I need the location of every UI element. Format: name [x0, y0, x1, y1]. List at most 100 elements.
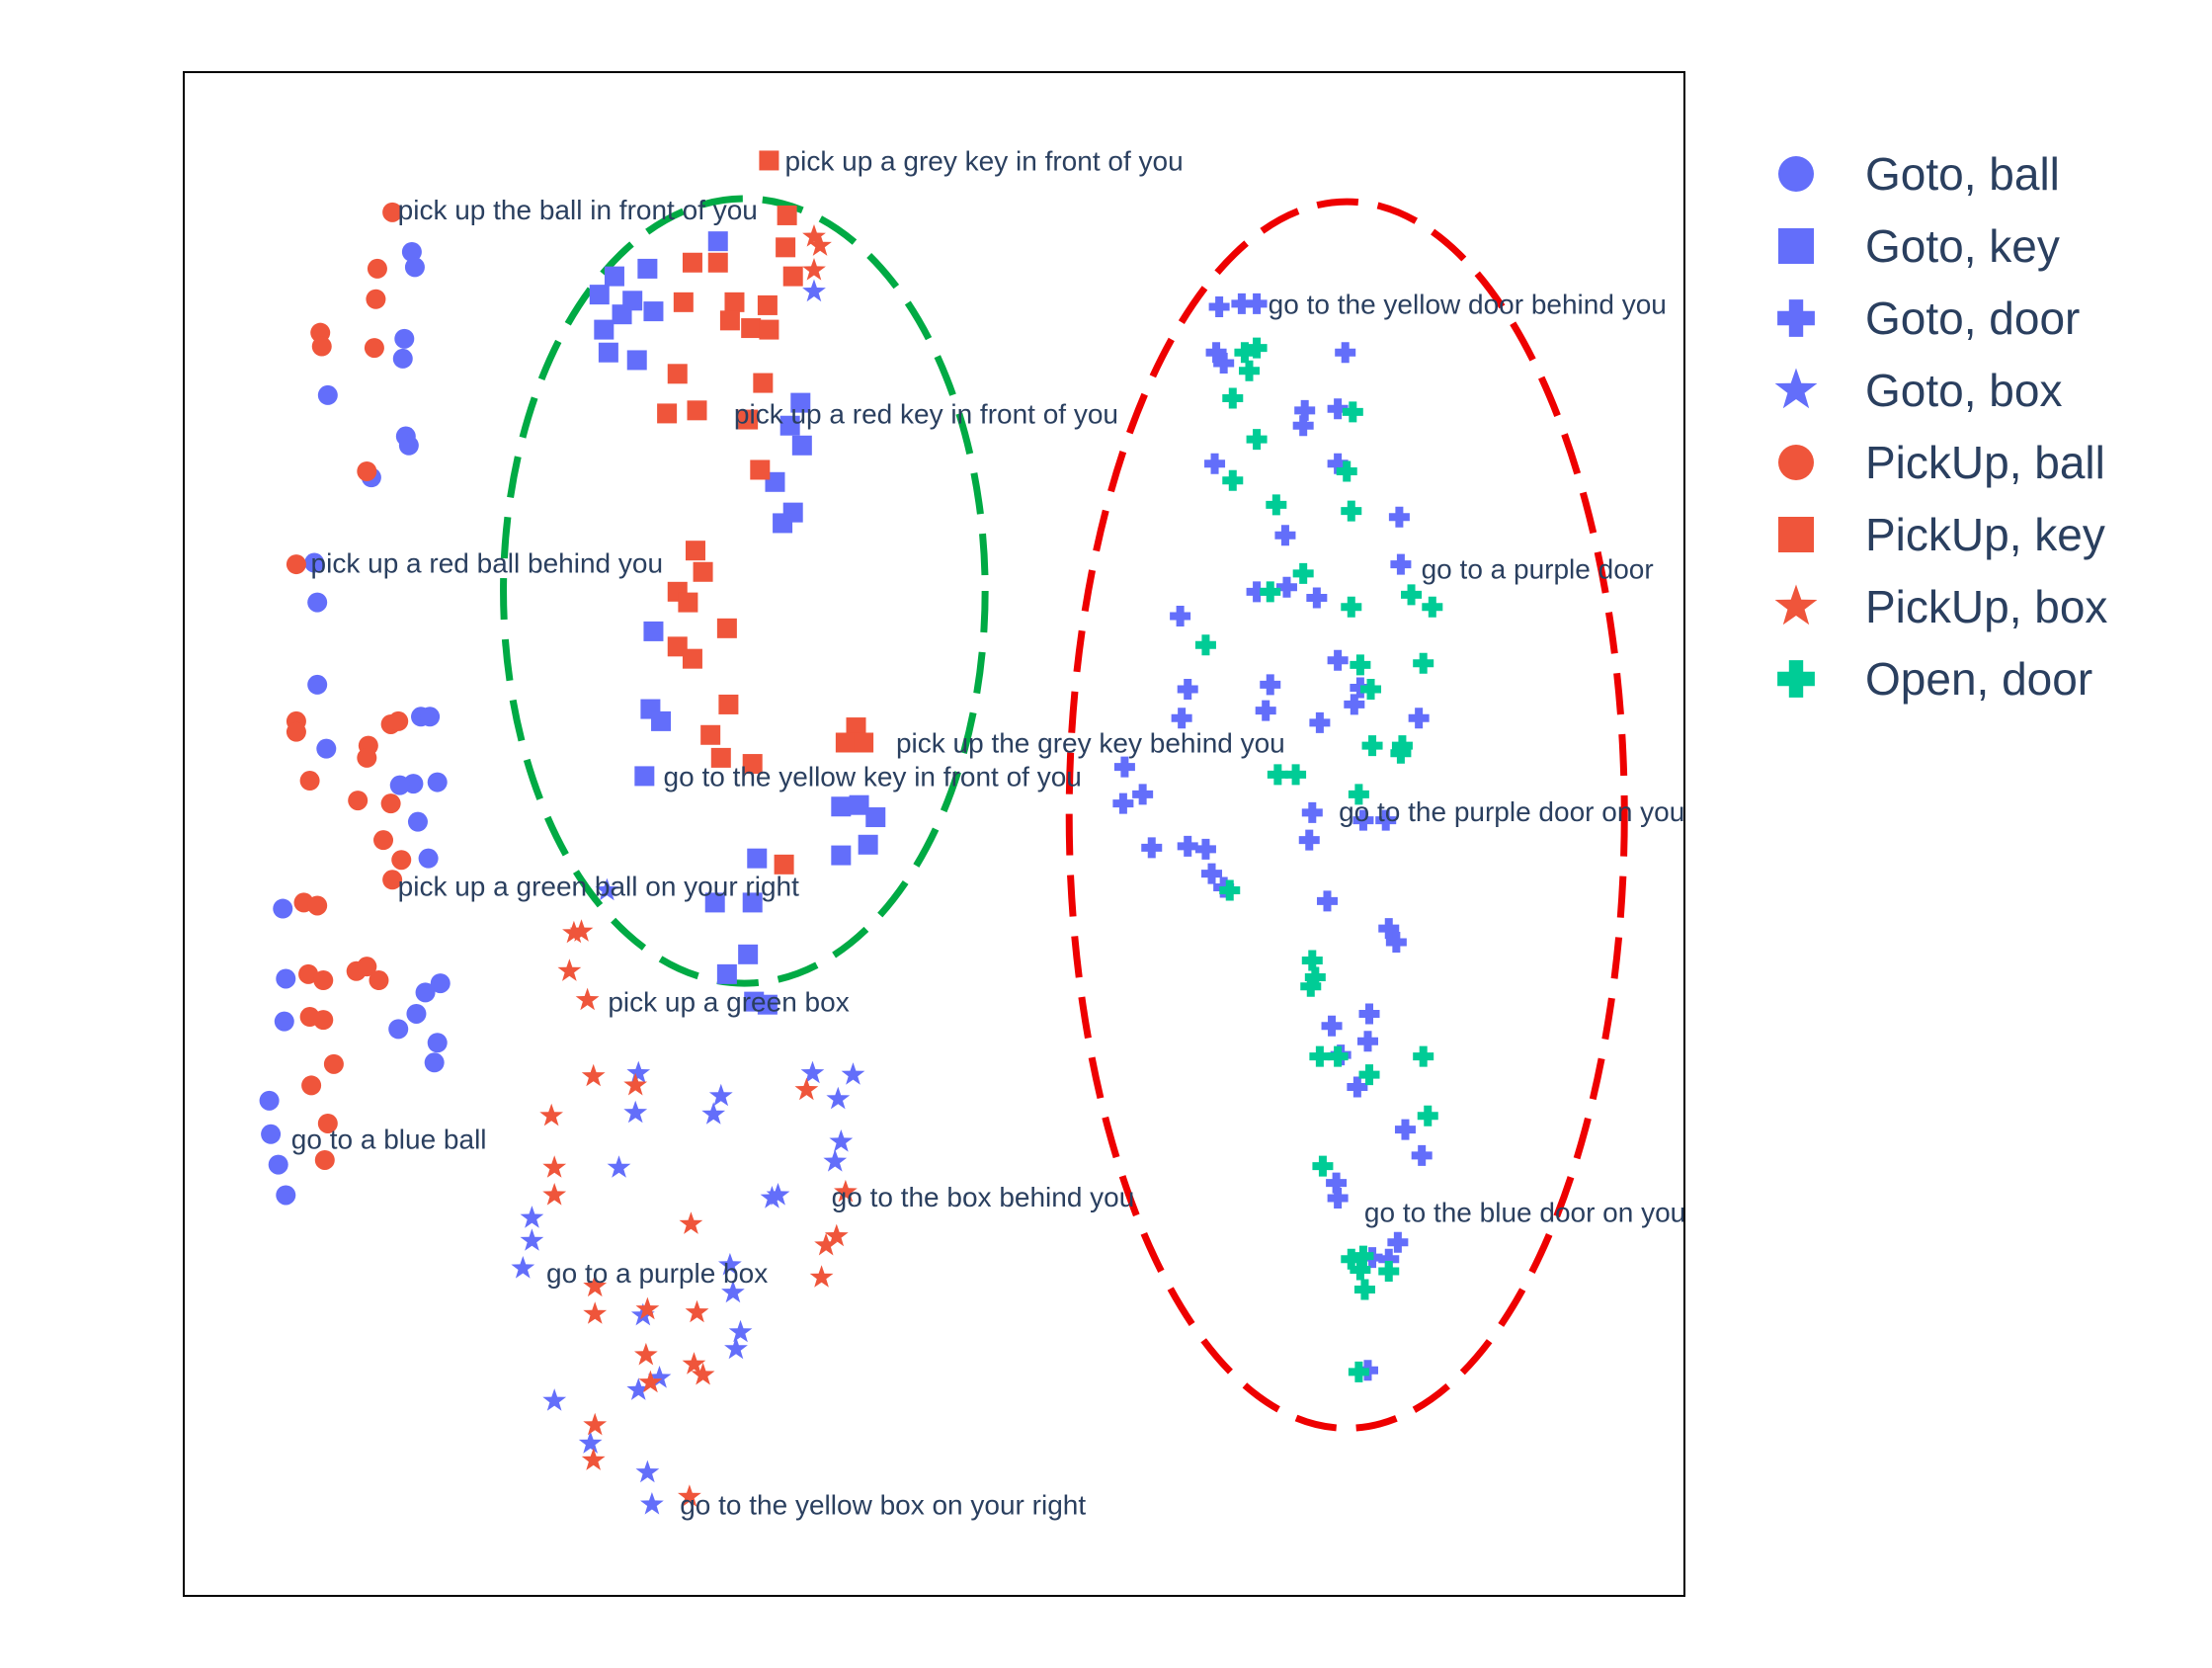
data-point-goto-box [511, 1256, 535, 1279]
legend-label: PickUp, key [1865, 509, 2105, 560]
data-point-pickup-key [718, 694, 739, 714]
data-point-goto-key [594, 319, 614, 340]
data-point-pickup-ball [357, 957, 377, 977]
data-point-goto-door [1347, 1076, 1368, 1098]
data-point-pickup-box [679, 1211, 703, 1234]
data-point-goto-door [1294, 399, 1316, 421]
legend[interactable]: Goto, ball Goto, key Goto, door Goto, box Pi… [1774, 148, 2108, 705]
data-point-open-door [1352, 1245, 1374, 1267]
data-point-open-door [1350, 1259, 1371, 1281]
data-point-goto-door [1112, 792, 1134, 814]
data-point-goto-ball [273, 898, 293, 919]
data-point-goto-key [626, 350, 647, 371]
point-annotation: go to a purple door [1422, 554, 1654, 585]
data-point-pickup-box [557, 959, 582, 981]
data-point-goto-door [1301, 801, 1323, 823]
legend-item-goto-door[interactable]: Goto, door [1777, 292, 2080, 344]
data-point-pickup-key [700, 724, 721, 745]
data-point-goto-key [849, 794, 869, 815]
data-point-pickup-ball [299, 771, 320, 792]
data-point-pickup-box [562, 920, 586, 944]
data-point-goto-door [1321, 1015, 1343, 1037]
data-point-open-door [1222, 387, 1244, 409]
legend-item-goto-key[interactable]: Goto, key [1778, 220, 2060, 272]
data-point-goto-door [1350, 677, 1371, 699]
data-point-goto-door [1327, 453, 1349, 474]
data-point-goto-door [1335, 342, 1356, 364]
data-point-goto-door [1201, 863, 1223, 884]
data-point-pickup-key [685, 541, 705, 561]
data-point-pickup-ball [311, 336, 332, 357]
data-point-goto-box [766, 1183, 790, 1206]
data-point-pickup-box [581, 1063, 606, 1087]
data-point-open-door [1266, 494, 1287, 516]
data-point-pickup-key [667, 636, 688, 657]
point-annotation: go to the yellow box on your right [680, 1489, 1086, 1520]
data-point-goto-key [707, 231, 728, 252]
data-point-pickup-ball [298, 963, 319, 984]
data-point-goto-key [831, 796, 852, 817]
legend-item-goto-box[interactable]: Goto, box [1774, 365, 2063, 416]
legend-item-open-door[interactable]: Open, door [1777, 653, 2092, 705]
data-point-goto-key [637, 258, 658, 279]
data-point-goto-ball [392, 348, 413, 369]
point-annotation: pick up the ball in front of you [398, 195, 758, 225]
data-point-pickup-key [846, 717, 866, 738]
data-point-goto-door [1306, 587, 1328, 609]
data-point-goto-ball [276, 968, 296, 989]
legend-item-goto-ball[interactable]: Goto, ball [1778, 148, 2060, 200]
data-point-goto-door [1408, 708, 1430, 729]
legend-marker-circle-icon [1778, 445, 1814, 480]
data-point-goto-box [718, 1252, 742, 1276]
legend-item-pickup-ball[interactable]: PickUp, ball [1778, 437, 2105, 488]
data-point-goto-door [1274, 525, 1296, 546]
data-point-goto-door [1208, 295, 1230, 317]
data-point-open-door [1342, 401, 1363, 423]
data-point-pickup-box [678, 1484, 701, 1507]
data-point-goto-door [1358, 1003, 1380, 1025]
data-point-goto-ball [415, 982, 436, 1003]
point-annotation: go to the box behind you [832, 1182, 1135, 1212]
data-point-goto-box [595, 877, 619, 901]
data-point-pickup-ball [369, 970, 389, 991]
data-point-goto-key [831, 845, 852, 866]
data-point-goto-box [841, 1062, 865, 1085]
point-annotation: go to the yellow door behind you [1269, 289, 1667, 319]
legend-item-pickup-key[interactable]: PickUp, key [1778, 509, 2105, 560]
point-annotation: go to the blue door on your right [1364, 1197, 1757, 1227]
data-point-pickup-key [759, 319, 779, 340]
point-annotation: go to the purple door on your right [1339, 796, 1756, 827]
data-point-goto-box [728, 1319, 753, 1343]
data-point-goto-door [1246, 292, 1268, 314]
data-point-goto-door [1390, 553, 1412, 575]
data-point-goto-door [1204, 453, 1226, 474]
data-point-goto-ball [418, 848, 439, 869]
data-point-pickup-box [635, 1296, 660, 1320]
data-point-pickup-ball [388, 710, 409, 731]
data-point-open-door [1246, 337, 1268, 359]
legend-item-pickup-box[interactable]: PickUp, box [1774, 581, 2108, 632]
data-point-open-door [1260, 581, 1281, 603]
legend-marker-cross-icon [1777, 299, 1815, 337]
data-point-pickup-ball [314, 1149, 335, 1170]
point-annotation: go to a blue ball [291, 1124, 487, 1154]
data-markers [259, 150, 1443, 1515]
legend-marker-star-icon [1774, 368, 1818, 409]
data-point-pickup-box [583, 1301, 608, 1324]
data-point-pickup-box [583, 1274, 608, 1297]
data-point-open-door [1219, 879, 1241, 901]
data-point-pickup-box [824, 1223, 849, 1247]
data-point-goto-key [643, 301, 664, 322]
legend-label: PickUp, box [1865, 581, 2107, 632]
data-point-goto-box [708, 1083, 733, 1107]
data-point-goto-box [802, 279, 826, 302]
data-point-goto-box [578, 1431, 603, 1454]
data-point-goto-door [1388, 506, 1410, 528]
data-point-pickup-box [802, 224, 826, 247]
data-point-open-door [1413, 652, 1434, 674]
data-point-pickup-key [657, 403, 678, 424]
data-point-goto-key [604, 266, 624, 287]
data-point-goto-key [791, 435, 812, 456]
data-point-pickup-key [724, 292, 745, 312]
